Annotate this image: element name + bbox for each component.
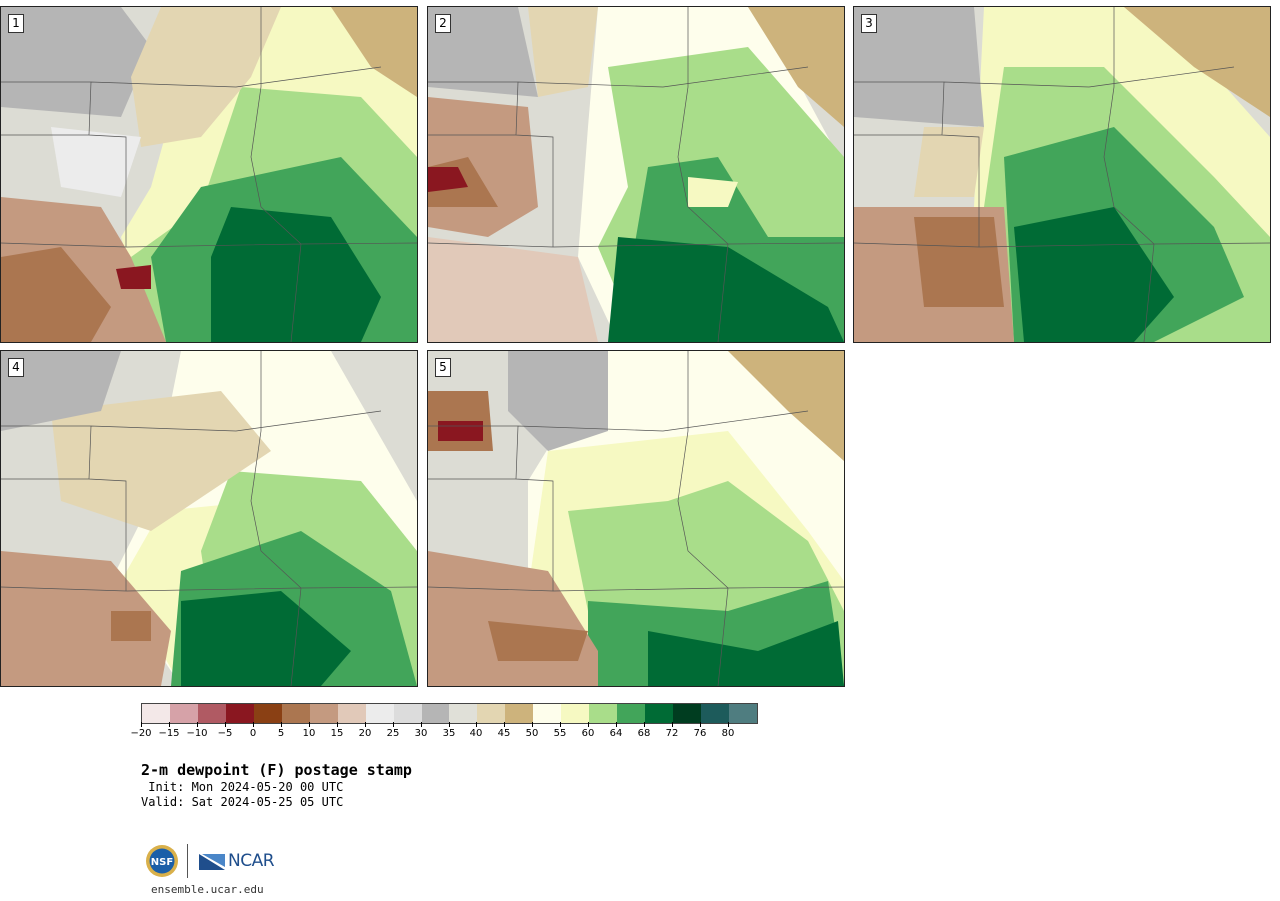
- colorbar-segment: [701, 704, 730, 723]
- colorbar-segment: [225, 704, 254, 723]
- colorbar-segment: [365, 704, 394, 723]
- colorbar-segment: [169, 704, 198, 723]
- colorbar-segment: [673, 704, 702, 723]
- colorbar-tick-label: −15: [158, 728, 180, 739]
- colorbar-tick: [393, 722, 394, 727]
- colorbar-tick: [253, 722, 254, 727]
- colorbar-tick: [588, 722, 589, 727]
- colorbar-tick-label: 55: [553, 728, 567, 739]
- colorbar-segment: [281, 704, 310, 723]
- panel-label: 3: [861, 14, 877, 33]
- ensemble-member-map-3: 3: [853, 6, 1271, 343]
- colorbar-segment: [393, 704, 422, 723]
- nsf-logo-text: NSF: [151, 857, 173, 868]
- colorbar-segment: [253, 704, 282, 723]
- panel-label: 5: [435, 358, 451, 377]
- ensemble-member-map-5: 5: [427, 350, 845, 687]
- logo-divider: [187, 844, 188, 878]
- ensemble-member-map-4: 4: [0, 350, 418, 687]
- ensemble-member-map-1: 1: [0, 6, 418, 343]
- colorbar-tick: [644, 722, 645, 727]
- colorbar-segment: [533, 704, 562, 723]
- colorbar-tick: [225, 722, 226, 727]
- colorbar-segment: [449, 704, 478, 723]
- colorbar-tick-label: 10: [302, 728, 316, 739]
- colorbar-tick: [337, 722, 338, 727]
- colorbar-segment: [421, 704, 450, 723]
- dewpoint-field-2: [428, 7, 844, 342]
- colorbar-segment: [477, 704, 506, 723]
- colorbar-tick-label: 20: [358, 728, 372, 739]
- colorbar-segment: [645, 704, 674, 723]
- colorbar-ticks: −20 −15 −10 −5 0 5 10 15 20 25 30 35 40 45 50 55 60 64 68 7…: [130, 722, 756, 742]
- nsf-logo-icon: NSF: [146, 845, 178, 877]
- colorbar-tick-label: 45: [497, 728, 511, 739]
- figure-title: 2-m dewpoint (F) postage stamp: [141, 761, 412, 779]
- ensemble-member-map-2: 2: [427, 6, 845, 343]
- colorbar-tick-label: 76: [693, 728, 707, 739]
- colorbar-tick: [504, 722, 505, 727]
- colorbar-tick-label: 35: [442, 728, 456, 739]
- colorbar-tick-label: 15: [330, 728, 344, 739]
- colorbar-tick-label: 68: [637, 728, 651, 739]
- colorbar-tick-label: 5: [277, 728, 285, 739]
- colorbar-tick: [365, 722, 366, 727]
- ncar-logo-text: NCAR: [228, 851, 275, 871]
- colorbar-tick: [281, 722, 282, 727]
- dewpoint-field-5: [428, 351, 844, 686]
- colorbar-tick-label: 30: [414, 728, 428, 739]
- colorbar-segment: [197, 704, 226, 723]
- valid-time: Valid: Sat 2024-05-25 05 UTC: [141, 795, 344, 809]
- ncar-mark-icon: [199, 854, 225, 870]
- colorbar-tick-label: 64: [609, 728, 623, 739]
- colorbar-tick: [672, 722, 673, 727]
- colorbar-tick: [449, 722, 450, 727]
- colorbar-segment: [142, 704, 170, 723]
- colorbar-tick: [476, 722, 477, 727]
- init-time: Init: Mon 2024-05-20 00 UTC: [141, 780, 344, 794]
- dewpoint-field-4: [1, 351, 417, 686]
- colorbar-tick: [421, 722, 422, 727]
- colorbar-tick-label: 25: [386, 728, 400, 739]
- colorbar-tick: [728, 722, 729, 727]
- panel-label: 2: [435, 14, 451, 33]
- colorbar-segment: [589, 704, 618, 723]
- colorbar-segment: [337, 704, 366, 723]
- colorbar-tick-label: 40: [469, 728, 483, 739]
- dewpoint-field-1: [1, 7, 417, 342]
- colorbar-tick: [197, 722, 198, 727]
- colorbar-segment: [617, 704, 646, 723]
- colorbar-tick-label: −20: [130, 728, 152, 739]
- colorbar-tick: [141, 722, 142, 727]
- colorbar-segment: [309, 704, 338, 723]
- colorbar-tick-label: 72: [665, 728, 679, 739]
- dewpoint-colorbar: [141, 703, 758, 724]
- panel-label: 4: [8, 358, 24, 377]
- colorbar-tick: [309, 722, 310, 727]
- colorbar-tick: [560, 722, 561, 727]
- colorbar-tick-label: −10: [186, 728, 208, 739]
- colorbar-segment: [729, 704, 757, 723]
- colorbar-tick: [169, 722, 170, 727]
- panel-label: 1: [8, 14, 24, 33]
- colorbar-tick: [616, 722, 617, 727]
- colorbar-segment: [505, 704, 534, 723]
- dewpoint-field-3: [854, 7, 1270, 342]
- colorbar-tick: [700, 722, 701, 727]
- colorbar-tick-label: 60: [581, 728, 595, 739]
- colorbar-tick: [532, 722, 533, 727]
- colorbar-tick-label: 50: [525, 728, 539, 739]
- website-url: ensemble.ucar.edu: [151, 883, 264, 896]
- logos: NSF NCAR: [145, 843, 275, 879]
- colorbar-tick-label: 0: [249, 728, 257, 739]
- colorbar-segment: [561, 704, 590, 723]
- colorbar-tick-label: −5: [217, 728, 233, 739]
- colorbar-tick-label: 80: [721, 728, 735, 739]
